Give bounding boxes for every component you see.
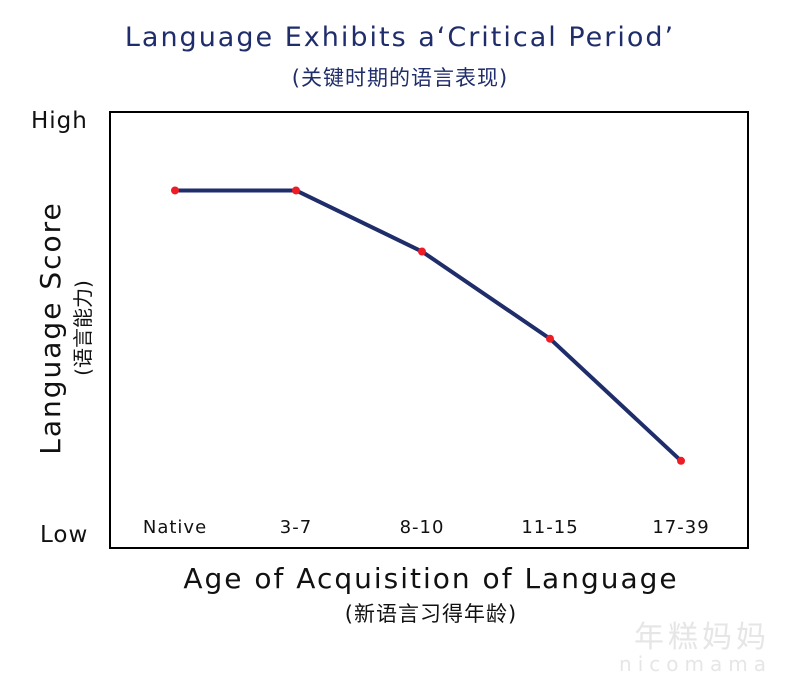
plot-frame [109,111,749,549]
y-tick-low: Low [40,522,89,548]
x-tick-label: Native [143,517,207,538]
x-tick-label: 8-10 [400,517,445,538]
series-line [175,188,683,463]
x-tick-label: 17-39 [652,517,709,538]
x-axis-label: Age of Acquisition of Language [183,562,679,595]
watermark-logo-en: nicomama [619,652,772,676]
chart-title: Language Exhibits a‘Critical Period’ [124,22,676,53]
x-tick-label: 11-15 [521,517,578,538]
data-point-3-7 [292,186,300,195]
data-point-11-15 [546,334,554,343]
x-axis-label-zh: (新语言习得年龄) [344,602,518,626]
x-axis-ticks: Native 3-7 8-10 11-15 17-39 [143,517,709,538]
chart-marks [171,186,685,465]
data-point-native [171,186,179,195]
y-tick-high: High [31,108,88,134]
watermark-logo-cn: 年糕妈妈 [634,620,770,655]
data-point-17-39 [677,456,685,465]
data-point-8-10 [418,247,426,256]
chart-subtitle: (关键时期的语言表现) [291,66,509,90]
x-tick-label: 3-7 [280,517,312,538]
